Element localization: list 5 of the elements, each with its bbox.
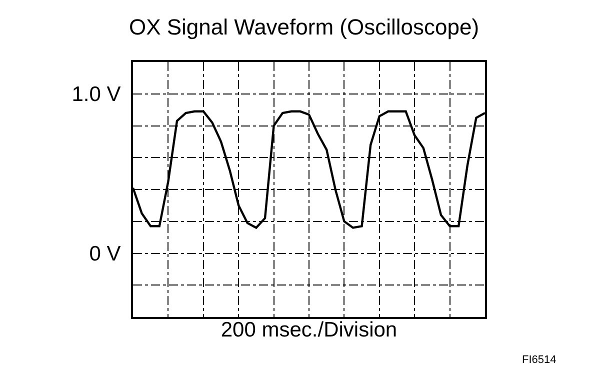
y-tick-label: 1.0 V xyxy=(72,83,121,106)
x-axis-title: 200 msec./Division xyxy=(220,318,398,342)
chart-title: OX Signal Waveform (Oscilloscope) xyxy=(128,14,480,40)
y-tick-label: 0 V xyxy=(89,242,121,266)
text: FI6514 xyxy=(522,354,556,366)
